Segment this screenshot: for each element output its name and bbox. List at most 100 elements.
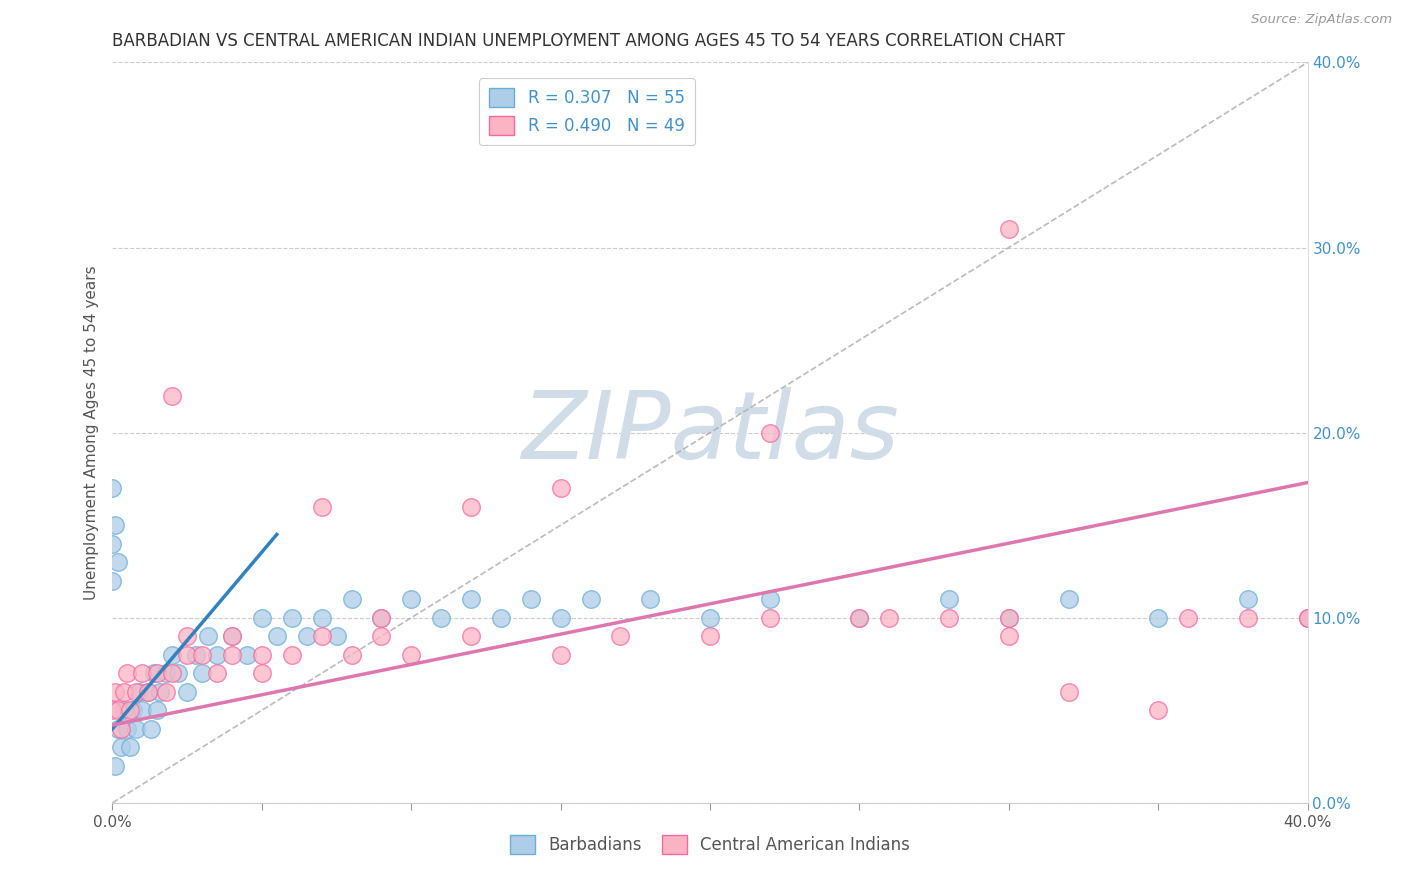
Point [250, 610, 273, 624]
Point [155, 666, 177, 681]
Point [759, 425, 782, 440]
Point [176, 685, 198, 699]
Point [699, 629, 721, 643]
Point [1177, 610, 1199, 624]
Point [162, 388, 183, 402]
Point [998, 610, 1021, 624]
Point [155, 685, 177, 699]
Point [609, 629, 631, 643]
Point [236, 648, 259, 662]
Text: Source: ZipAtlas.com: Source: ZipAtlas.com [1251, 13, 1392, 27]
Point [460, 629, 482, 643]
Point [101, 574, 124, 588]
Point [143, 666, 166, 681]
Point [205, 666, 228, 681]
Point [117, 722, 139, 736]
Point [250, 666, 273, 681]
Point [149, 685, 172, 699]
Text: ZIPatlas: ZIPatlas [522, 387, 898, 478]
Point [460, 592, 482, 607]
Point [138, 685, 160, 699]
Point [295, 629, 318, 643]
Point [104, 758, 127, 772]
Point [104, 685, 127, 699]
Point [1147, 703, 1170, 717]
Text: BARBADIAN VS CENTRAL AMERICAN INDIAN UNEMPLOYMENT AMONG AGES 45 TO 54 YEARS CORR: BARBADIAN VS CENTRAL AMERICAN INDIAN UNE… [112, 32, 1066, 50]
Point [114, 685, 135, 699]
Point [162, 666, 183, 681]
Point [401, 592, 423, 607]
Point [205, 648, 228, 662]
Point [579, 592, 602, 607]
Point [107, 703, 129, 717]
Point [191, 666, 214, 681]
Point [128, 685, 150, 699]
Point [550, 481, 572, 495]
Point [110, 740, 132, 755]
Point [938, 610, 960, 624]
Point [117, 666, 139, 681]
Point [340, 648, 363, 662]
Point [107, 722, 129, 736]
Y-axis label: Unemployment Among Ages 45 to 54 years: Unemployment Among Ages 45 to 54 years [83, 265, 98, 600]
Point [401, 648, 423, 662]
Point [460, 500, 482, 514]
Point [998, 222, 1021, 236]
Point [998, 610, 1021, 624]
Point [489, 610, 512, 624]
Point [998, 629, 1021, 643]
Point [325, 629, 347, 643]
Point [370, 629, 392, 643]
Point [186, 648, 208, 662]
Point [848, 610, 870, 624]
Point [167, 666, 190, 681]
Point [176, 629, 198, 643]
Point [250, 648, 273, 662]
Point [879, 610, 901, 624]
Point [550, 648, 572, 662]
Point [311, 629, 333, 643]
Point [197, 629, 219, 643]
Point [101, 703, 124, 717]
Point [221, 629, 243, 643]
Point [146, 703, 169, 717]
Point [104, 518, 127, 533]
Point [266, 629, 288, 643]
Point [848, 610, 870, 624]
Point [191, 648, 214, 662]
Point [1057, 592, 1080, 607]
Point [370, 610, 392, 624]
Point [520, 592, 543, 607]
Point [107, 555, 129, 569]
Point [110, 722, 132, 736]
Point [311, 610, 333, 624]
Point [281, 648, 304, 662]
Point [1296, 610, 1319, 624]
Point [120, 703, 142, 717]
Point [430, 610, 453, 624]
Point [1237, 610, 1260, 624]
Point [640, 592, 662, 607]
Point [1057, 685, 1080, 699]
Point [1296, 610, 1319, 624]
Point [122, 703, 145, 717]
Point [125, 685, 148, 699]
Point [1147, 610, 1170, 624]
Point [311, 500, 333, 514]
Point [1296, 610, 1319, 624]
Point [221, 629, 243, 643]
Point [759, 610, 782, 624]
Legend: Barbadians, Central American Indians: Barbadians, Central American Indians [503, 829, 917, 861]
Point [1237, 592, 1260, 607]
Point [162, 648, 183, 662]
Point [938, 592, 960, 607]
Point [131, 703, 153, 717]
Point [131, 666, 153, 681]
Point [125, 722, 148, 736]
Point [550, 610, 572, 624]
Point [120, 740, 142, 755]
Point [281, 610, 304, 624]
Point [101, 536, 124, 550]
Point [138, 685, 160, 699]
Point [759, 592, 782, 607]
